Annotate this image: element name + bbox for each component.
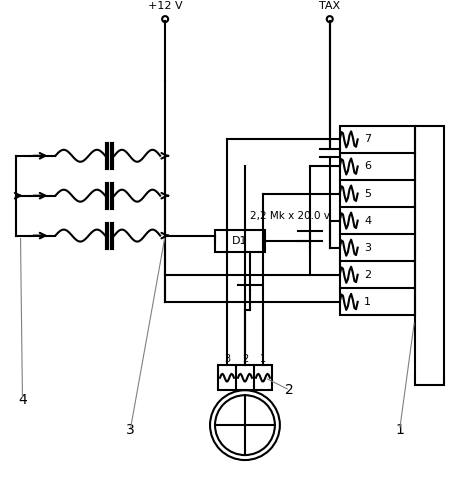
- Text: D1: D1: [232, 236, 248, 245]
- Text: 1: 1: [260, 354, 266, 364]
- Bar: [340, 126, 414, 315]
- Text: 4: 4: [364, 215, 371, 226]
- Text: 3: 3: [364, 243, 371, 253]
- Text: 1: 1: [395, 423, 404, 437]
- Bar: [215, 229, 265, 252]
- Text: 2: 2: [242, 354, 248, 364]
- Text: 2: 2: [364, 270, 371, 280]
- Text: +12 V: +12 V: [148, 1, 182, 11]
- Bar: [218, 365, 272, 390]
- Text: 7: 7: [364, 134, 371, 145]
- Text: 3: 3: [126, 423, 135, 437]
- Text: 5: 5: [364, 188, 371, 199]
- Text: 3: 3: [224, 354, 230, 364]
- Text: 4: 4: [18, 393, 27, 407]
- Text: 1: 1: [364, 297, 371, 307]
- Text: 2: 2: [285, 383, 294, 397]
- Text: TAX: TAX: [319, 1, 340, 11]
- Text: 2,2 Mk x 20.0 v: 2,2 Mk x 20.0 v: [250, 211, 330, 221]
- Bar: [414, 126, 445, 385]
- Text: 6: 6: [364, 161, 371, 172]
